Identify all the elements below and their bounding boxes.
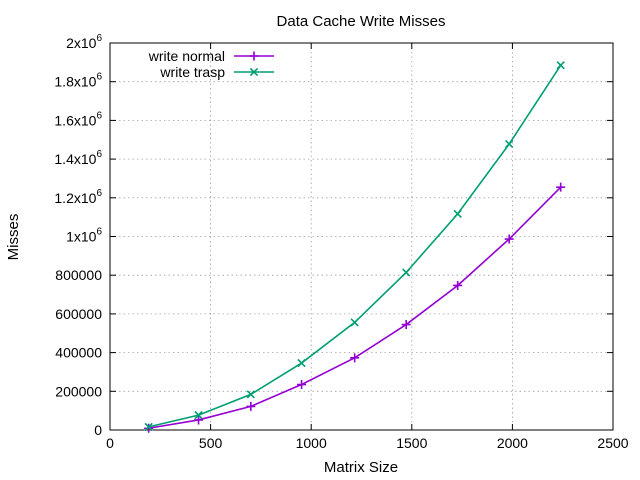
y-tick-label: 1x106 (66, 227, 102, 245)
data-point (350, 353, 360, 363)
y-tick-label: 2x106 (66, 33, 102, 51)
y-tick-label: 400000 (55, 345, 102, 361)
x-tick-label: 2000 (497, 435, 528, 451)
y-tick-label: 1.6x106 (54, 110, 102, 128)
data-point (194, 415, 204, 425)
x-tick-label: 1500 (396, 435, 427, 451)
chart-title: Data Cache Write Misses (277, 13, 446, 30)
data-point (297, 358, 306, 368)
y-tick-label: 1.2x106 (54, 188, 102, 206)
plot-frame (109, 42, 614, 431)
data-point (453, 209, 462, 219)
y-tick-label: 800000 (55, 267, 102, 283)
y-axis-label: Misses (5, 214, 22, 261)
y-tick-labels: 0 200000 400000 600000 800000 1x106 1.2x106 1.4… (54, 33, 102, 438)
data-point (402, 268, 411, 277)
legend-label-write-trasp: write trasp (159, 64, 225, 80)
data-point (144, 423, 154, 433)
data-point (144, 422, 153, 432)
data-point (505, 139, 514, 149)
data-point (504, 234, 514, 244)
data-point (246, 390, 256, 399)
y-tick-label: 200000 (55, 383, 102, 399)
x-tick-label: 500 (199, 435, 223, 451)
series-write-trasp (144, 61, 565, 432)
data-point (297, 380, 307, 390)
x-tick-label: 1000 (296, 435, 327, 451)
legend-label-write-normal: write normal (148, 48, 225, 64)
data-point (556, 182, 566, 192)
data-point (401, 320, 411, 330)
series-write-normal (144, 182, 566, 433)
x-tick-label: 2500 (597, 435, 628, 451)
legend: write normal write trasp (148, 48, 274, 80)
series (144, 61, 566, 433)
data-point (249, 51, 259, 61)
y-tick-label: 1.8x106 (54, 72, 102, 90)
data-point (194, 410, 203, 420)
data-point (246, 401, 256, 411)
data-point (249, 67, 259, 77)
y-tick-label: 600000 (55, 306, 102, 322)
data-point (453, 280, 463, 290)
x-tick-label: 0 (106, 435, 114, 451)
data-point (350, 318, 359, 327)
grid (110, 43, 613, 430)
x-axis-label: Matrix Size (324, 459, 398, 476)
data-point (556, 61, 565, 70)
y-tick-label: 0 (94, 422, 102, 438)
y-tick-label: 1.4x106 (54, 149, 102, 167)
x-tick-labels: 0 500 1000 1500 2000 2500 (106, 435, 629, 451)
